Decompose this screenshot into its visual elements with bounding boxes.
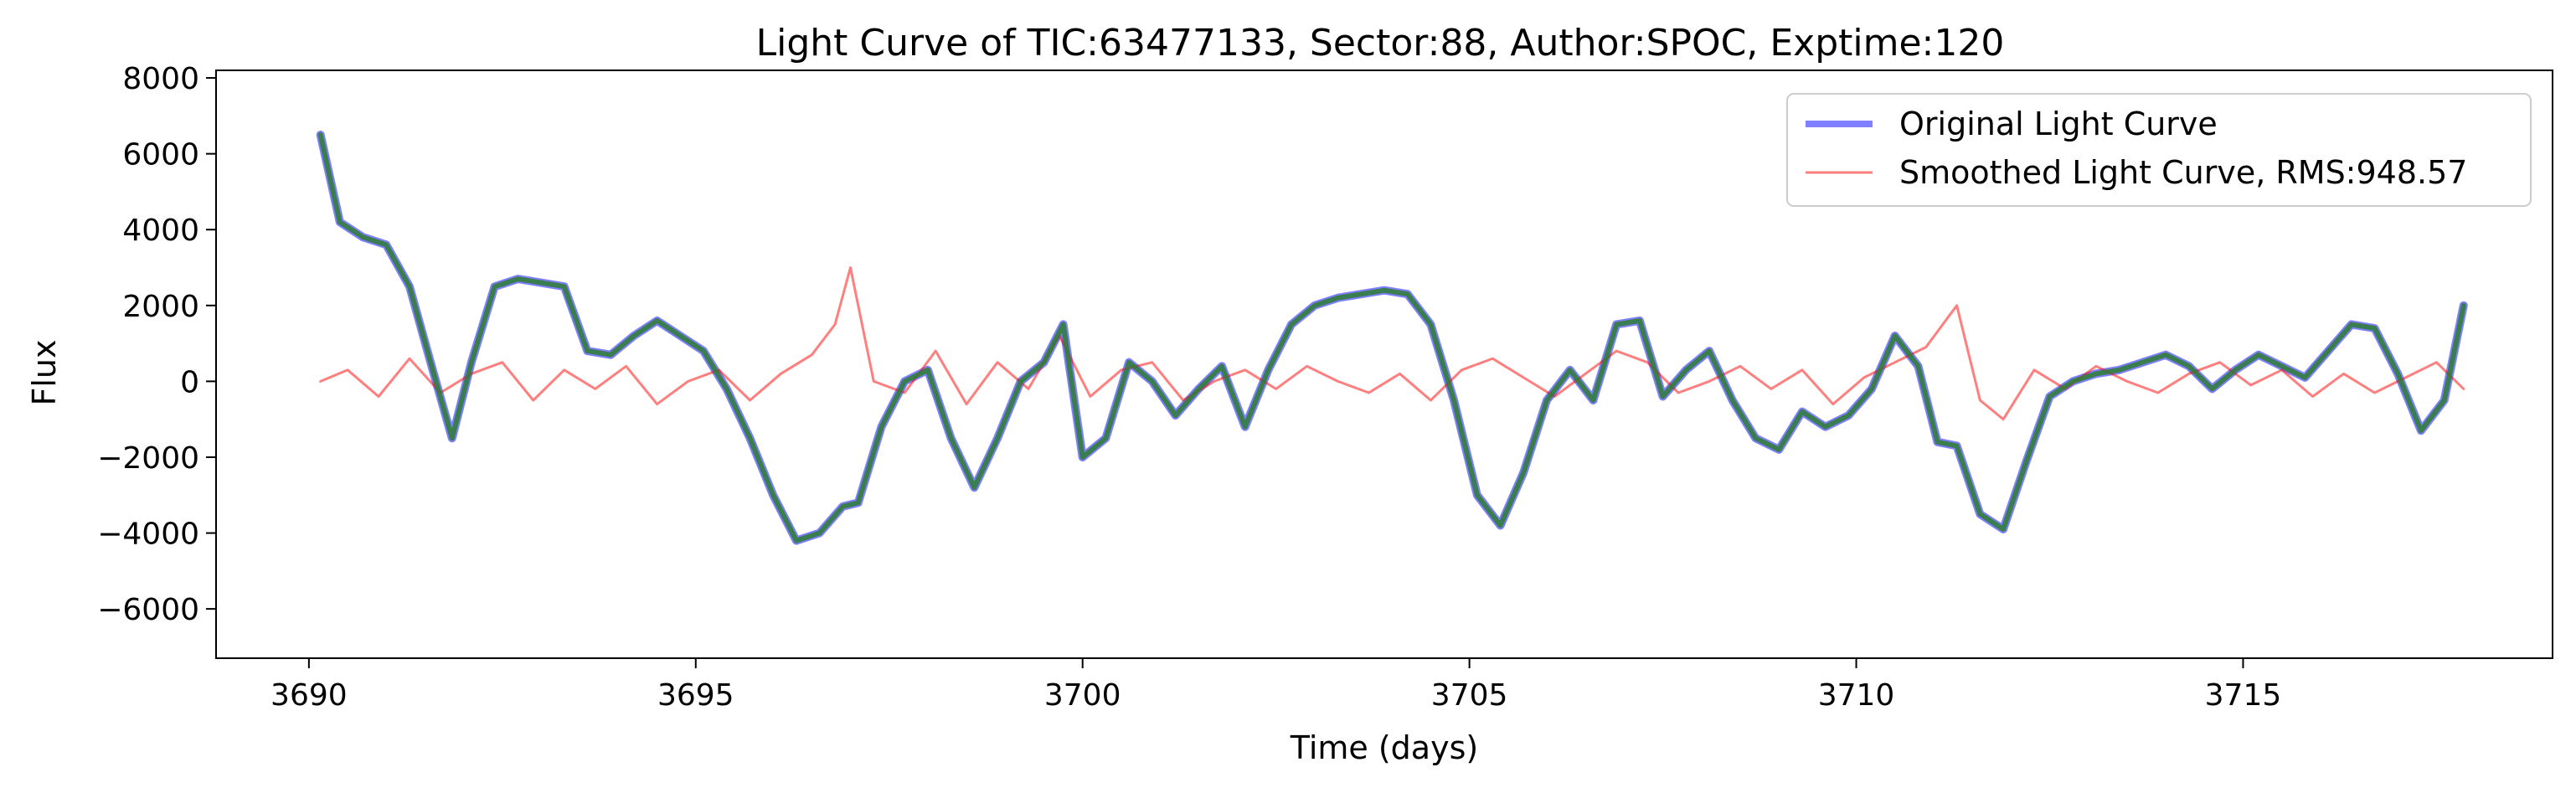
legend-box	[1786, 93, 2532, 207]
y-axis-label: Flux	[26, 340, 63, 406]
y-tick-label: 4000	[122, 214, 199, 248]
legend-label-smoothed: Smoothed Light Curve, RMS:948.57	[1899, 154, 2467, 191]
y-tick-label: −2000	[97, 441, 199, 476]
x-tick-label: 3715	[2205, 678, 2282, 713]
x-tick-label: 3700	[1044, 678, 1121, 713]
legend: Original Light Curve Smoothed Light Curv…	[1786, 93, 2532, 207]
plot-frame	[215, 70, 2553, 659]
y-axis-ticks: −6000 −4000 −2000 0 2000 4000 6000 8000	[97, 62, 216, 627]
plot-lines	[316, 131, 2468, 545]
y-tick-label: 2000	[122, 290, 199, 324]
series-smoothed-light-curve	[319, 266, 2465, 421]
x-tick-label: 3690	[270, 678, 348, 713]
x-axis-label: Time (days)	[1290, 729, 1478, 766]
y-tick-label: −4000	[97, 518, 199, 552]
series-trend-line	[317, 132, 2466, 543]
x-tick-label: 3695	[657, 678, 734, 713]
x-tick-label: 3710	[1818, 678, 1895, 713]
x-tick-label: 3705	[1431, 678, 1508, 713]
y-tick-label: 6000	[122, 138, 199, 173]
legend-label-original: Original Light Curve	[1899, 106, 2218, 142]
y-tick-label: −6000	[97, 593, 199, 627]
chart-title: Light Curve of TIC:63477133, Sector:88, …	[756, 22, 2005, 64]
y-tick-label: 8000	[122, 62, 199, 96]
y-tick-label: 0	[180, 365, 199, 399]
x-axis-ticks: 3690 3695 3700 3705 3710 3715	[270, 658, 2281, 713]
